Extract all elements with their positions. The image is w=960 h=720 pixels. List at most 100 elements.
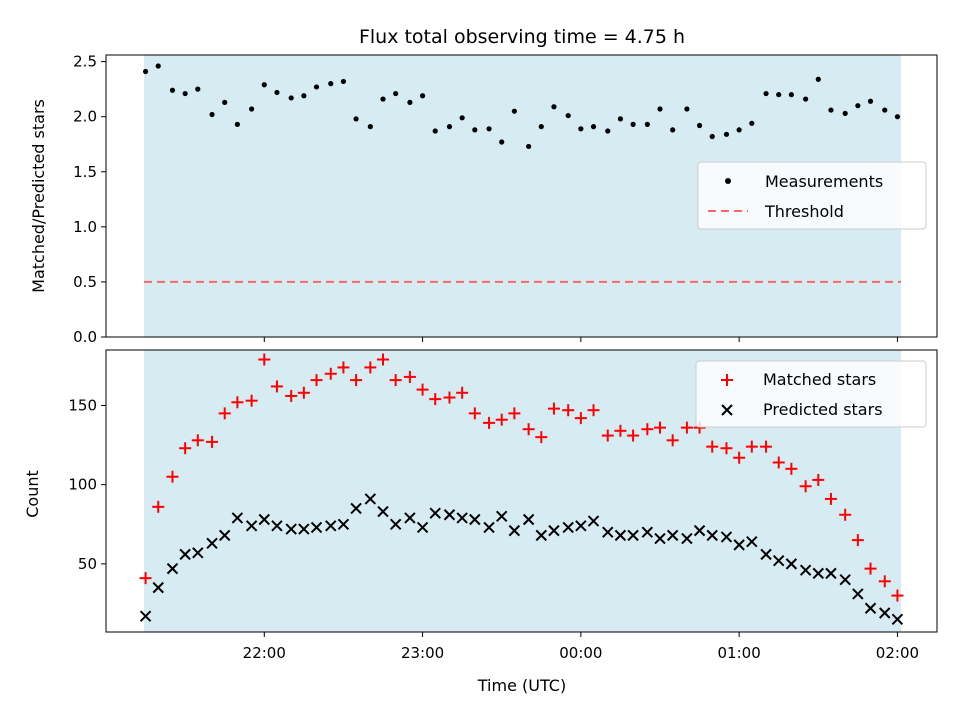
matched-star-point [891,589,904,602]
measurement-point [882,107,888,113]
predicted-star-point [602,526,614,538]
x-axis-label: Time (UTC) [477,676,566,695]
predicted-star-point [879,607,891,619]
measurement-point [486,126,492,132]
matched-stars-points [139,353,904,602]
matched-star-point [508,407,521,420]
matched-star-point [191,434,204,447]
matched-star-point [547,402,560,415]
predicted-star-point [706,529,718,542]
matched-star-point [878,575,891,588]
top-y-tick-label: 1.0 [73,218,97,236]
bottom-x-ticks: 22:00 23:00 00:00 01:00 02:00 [243,632,919,662]
measurement-point [367,124,373,130]
predicted-star-point [179,548,191,561]
predicted-star-point [350,502,362,515]
measurement-point [855,103,861,109]
measurement-point [630,121,636,127]
measurement-point [803,96,809,102]
measurement-point [142,68,149,75]
measurement-point [828,107,834,113]
top-y-tick-label: 0.0 [73,328,97,346]
matched-star-point [733,451,746,464]
predicted-star-point [575,520,587,532]
matched-star-point [429,393,442,406]
matched-star-point [785,462,798,475]
matched-star-point [364,361,377,374]
predicted-star-point [310,521,323,534]
predicted-star-point [139,610,152,622]
bottom-y-tick-label: 50 [78,555,97,573]
matched-star-point [760,440,773,453]
matched-star-point [745,440,758,453]
predicted-star-point [364,493,377,505]
matched-star-point [601,429,614,442]
matched-star-point [297,386,310,399]
measurement-points [142,63,901,150]
predicted-star-point [219,529,231,542]
matched-star-point [231,396,244,409]
bottom-axes-frame [105,349,938,633]
chart-title: Flux total observing time = 4.75 h [359,26,685,48]
predicted-star-point [206,537,218,549]
matched-star-point [522,423,535,436]
matched-star-point [468,407,481,420]
predicted-star-point [839,574,851,586]
x-tick-label: 01:00 [718,644,761,662]
matched-star-point [285,389,298,402]
predicted-star-point [720,531,733,543]
matched-star-point [614,424,627,437]
matched-star-point [166,470,179,483]
matched-star-point [720,442,733,455]
predicted-star-point [693,524,706,537]
measurement-point [393,90,399,97]
measurement-point [736,127,742,133]
predicted-star-point [469,513,481,526]
legend-measurements-marker [725,178,731,184]
matched-star-point [324,367,337,380]
matched-star-point [772,456,785,469]
bottom-legend-box [695,360,927,428]
matched-star-point [574,412,587,425]
predicted-star-point [641,526,654,538]
measurement-point [511,108,517,114]
matched-star-point [350,374,363,387]
bottom-y-tick-label: 100 [68,476,97,494]
measurement-point [209,111,215,118]
measurement-point [657,106,663,112]
measurement-point [842,110,848,116]
bottom-panel: 50 100 150 22:00 23:00 00:00 01:00 02:00 Count… [23,349,938,695]
measurement-point [340,78,347,85]
predicted-star-point [337,518,350,530]
matched-star-point [258,353,271,366]
measurement-point [776,92,782,98]
top-legend-box [697,161,927,230]
measurement-point [419,93,426,99]
predicted-star-point [483,521,495,534]
matched-star-point [337,361,350,374]
x-tick-label: 23:00 [401,644,444,662]
measurement-point [723,131,730,137]
measurement-point [684,106,690,112]
predicted-star-point [298,523,310,535]
predicted-star-point [666,529,679,542]
predicted-star-point [258,513,270,526]
predicted-star-point [760,548,772,561]
top-panel: 0.0 0.5 1.0 1.5 2.0 2.5 Matched/Predicted sta… [29,53,938,346]
measurement-point [261,82,267,88]
matched-star-point [641,423,654,436]
predicted-stars-points [139,493,904,626]
matched-star-point [152,500,165,513]
predicted-star-point [812,567,824,580]
predicted-star-point [825,567,837,580]
predicted-star-point [746,535,758,548]
predicted-star-point [733,539,745,551]
measurement-point [380,96,386,102]
matched-star-point [495,413,508,426]
measurement-point [222,99,228,105]
matched-star-point [403,370,416,383]
predicted-star-point [496,510,508,523]
predicted-star-point [548,524,560,537]
matched-star-point [179,442,192,455]
